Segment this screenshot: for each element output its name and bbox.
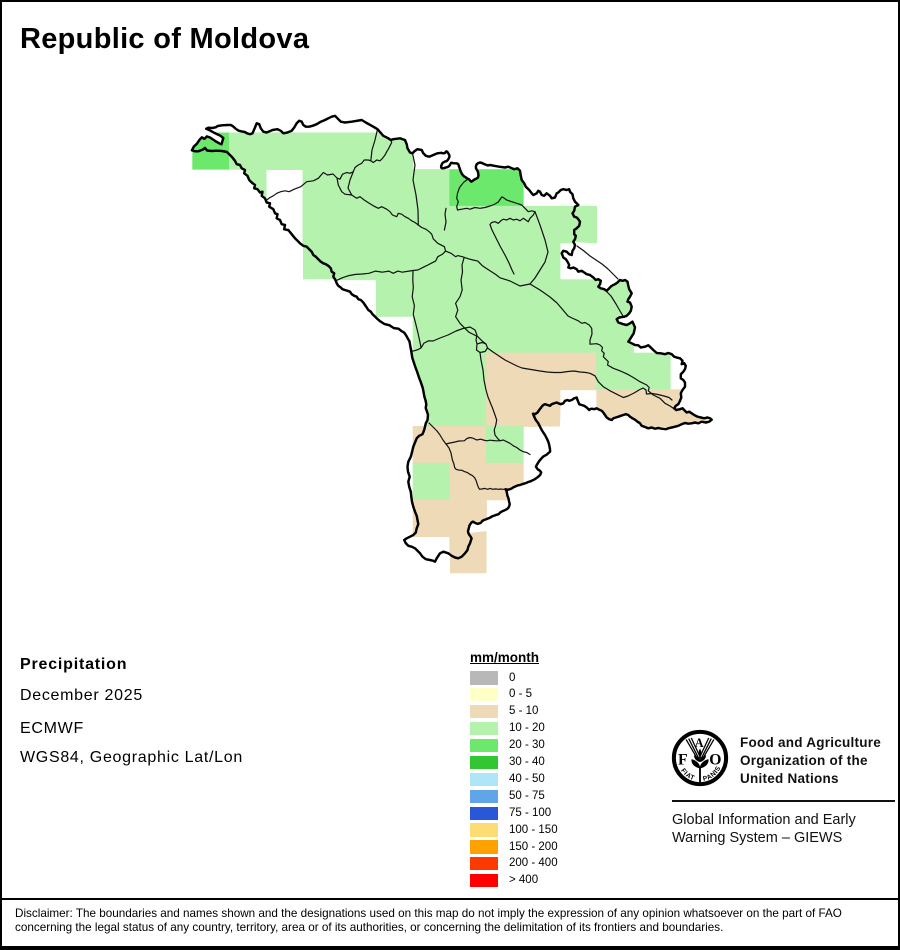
svg-text:A: A (695, 736, 704, 750)
svg-text:F: F (678, 751, 688, 768)
svg-text:O: O (709, 751, 721, 768)
